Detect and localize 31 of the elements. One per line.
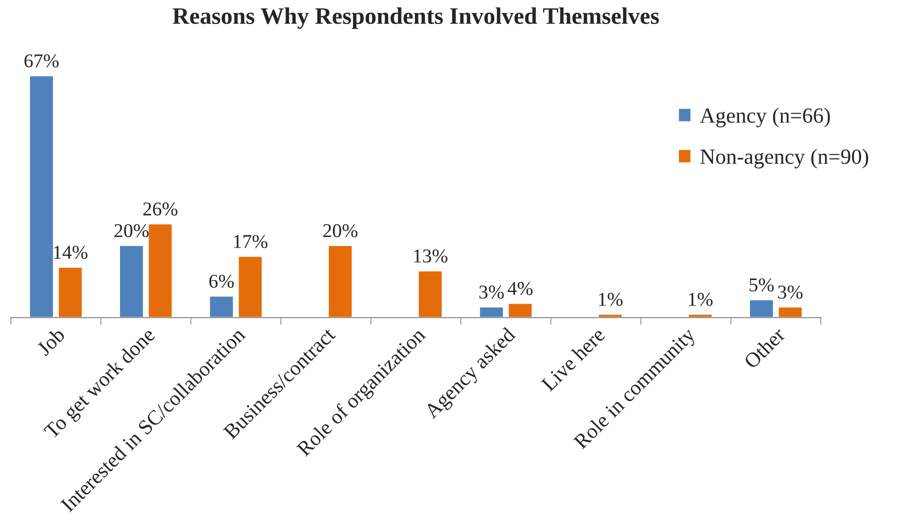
data-label: 17% <box>234 234 268 248</box>
data-label: 5% <box>750 278 774 292</box>
data-label: 4% <box>508 282 533 296</box>
bar <box>28 74 54 318</box>
data-label: 67% <box>24 54 59 68</box>
bar <box>118 244 144 318</box>
bar <box>208 295 234 318</box>
data-label: 26% <box>143 202 178 216</box>
bar <box>57 266 84 318</box>
bar <box>237 256 264 318</box>
bar <box>147 222 174 318</box>
data-label: 3% <box>479 286 504 299</box>
data-label: 3% <box>778 286 803 299</box>
bar <box>478 306 504 318</box>
chart-title: Reasons Why Respondents Involved Themselves <box>172 7 659 29</box>
data-label: 20% <box>323 224 358 238</box>
x-tick-label: Live here <box>540 326 606 392</box>
legend-label: Non-agency (n=90) <box>700 148 868 168</box>
bar <box>748 298 774 318</box>
data-label: 6% <box>209 274 234 288</box>
bar <box>327 244 354 318</box>
data-label: 1% <box>688 292 713 306</box>
bar <box>777 306 804 318</box>
bar <box>507 302 534 318</box>
legend-label: Agency (n=66) <box>700 108 830 128</box>
data-label: 13% <box>414 249 448 263</box>
data-label: 1% <box>599 292 623 306</box>
x-tick-label: Job <box>36 326 66 356</box>
data-label: 20% <box>114 224 149 238</box>
bar <box>417 270 444 318</box>
data-label: 14% <box>54 246 88 259</box>
